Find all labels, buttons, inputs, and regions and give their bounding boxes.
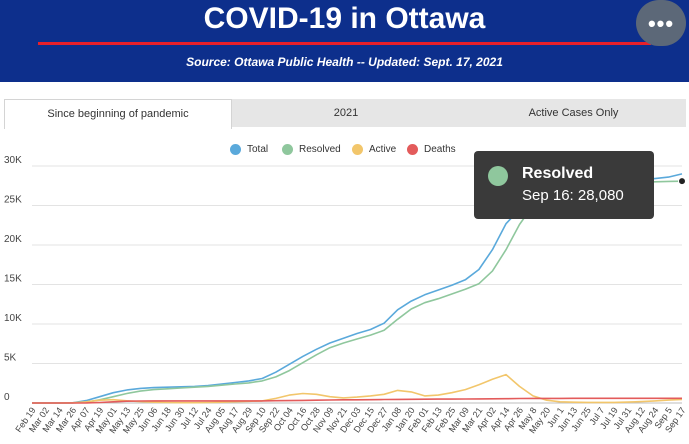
legend-dot-total (230, 144, 241, 155)
tab-since-beginning[interactable]: Since beginning of pandemic (4, 99, 232, 129)
source-line: Source: Ottawa Public Health -- Updated:… (186, 55, 503, 69)
y-tick-label: 15K (4, 274, 22, 285)
y-tick-label: 20K (4, 234, 22, 245)
legend-label-deaths: Deaths (424, 144, 456, 155)
page-title: COVID-19 in Ottawa (203, 2, 486, 35)
tooltip-series-name: Resolved (522, 165, 594, 182)
legend-label-resolved: Resolved (299, 144, 341, 155)
y-tick-label: 25K (4, 195, 22, 206)
tab-bar: Since beginning of pandemic 2021 Active … (4, 99, 686, 129)
tab-active-cases-only[interactable]: Active Cases Only (528, 107, 619, 119)
y-tick-label: 30K (4, 155, 22, 166)
legend-label-total: Total (247, 144, 269, 155)
legend-dot-deaths (407, 144, 418, 155)
legend-dot-resolved (282, 144, 293, 155)
legend-dot-active (352, 144, 363, 155)
tab-2021[interactable]: 2021 (333, 107, 359, 119)
legend-label-active: Active (369, 144, 397, 155)
hover-point-marker (678, 177, 686, 186)
tooltip-series-dot (488, 166, 508, 186)
y-tick-label: 5K (4, 353, 17, 364)
header-bar: COVID-19 in Ottawa Source: Ottawa Public… (0, 0, 689, 82)
y-tick-label: 0 (4, 392, 10, 403)
tooltip-value: Sep 16: 28,080 (522, 187, 624, 204)
data-tooltip: Resolved Sep 16: 28,080 (474, 151, 654, 219)
series-line-deaths (32, 397, 682, 404)
more-horizontal-icon: ••• (647, 11, 675, 36)
title-underline (38, 42, 651, 45)
more-options-button[interactable]: ••• (636, 0, 686, 46)
y-tick-label: 10K (4, 313, 22, 324)
